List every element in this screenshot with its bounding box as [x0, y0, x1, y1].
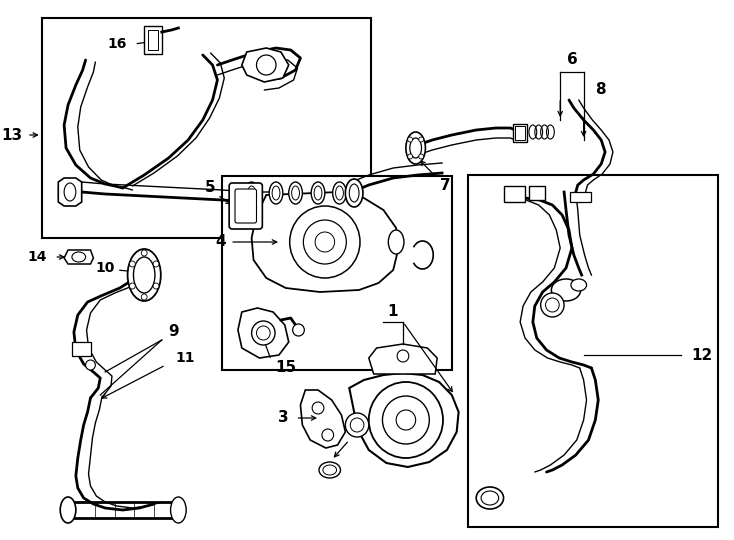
Bar [72, 342, 92, 356]
Ellipse shape [335, 186, 344, 200]
Polygon shape [58, 178, 81, 206]
Text: 10: 10 [95, 261, 115, 275]
Circle shape [290, 206, 360, 278]
Circle shape [407, 154, 413, 159]
Circle shape [418, 154, 424, 159]
Circle shape [141, 294, 147, 300]
Circle shape [129, 283, 135, 289]
Ellipse shape [410, 138, 421, 158]
Text: 2: 2 [352, 424, 363, 440]
Circle shape [153, 261, 159, 267]
Ellipse shape [349, 184, 359, 202]
Ellipse shape [128, 249, 161, 301]
Circle shape [86, 360, 95, 370]
Ellipse shape [406, 132, 426, 164]
Circle shape [541, 293, 564, 317]
Text: 9: 9 [169, 325, 179, 340]
Circle shape [293, 324, 305, 336]
Ellipse shape [571, 279, 586, 291]
Circle shape [397, 350, 409, 362]
Circle shape [303, 220, 346, 264]
Bar [570, 192, 592, 202]
Ellipse shape [272, 186, 280, 200]
Circle shape [407, 137, 413, 142]
Ellipse shape [72, 252, 86, 262]
Ellipse shape [333, 182, 346, 204]
Polygon shape [241, 48, 288, 82]
Polygon shape [349, 373, 459, 467]
Circle shape [382, 396, 429, 444]
Ellipse shape [64, 183, 76, 201]
Bar [148, 30, 158, 50]
Text: 15: 15 [275, 361, 297, 375]
Bar [515, 126, 525, 140]
Ellipse shape [60, 497, 76, 523]
Circle shape [346, 413, 368, 437]
Ellipse shape [551, 279, 581, 301]
Text: 7: 7 [440, 178, 450, 192]
Circle shape [350, 418, 364, 432]
Circle shape [153, 283, 159, 289]
Ellipse shape [314, 186, 322, 200]
Text: 6: 6 [567, 52, 577, 68]
Ellipse shape [244, 182, 258, 204]
Bar [513, 124, 527, 142]
Ellipse shape [170, 497, 186, 523]
Text: 12: 12 [691, 348, 712, 362]
Ellipse shape [60, 497, 76, 523]
Text: 8: 8 [595, 83, 606, 98]
Circle shape [322, 429, 334, 441]
Text: 13: 13 [1, 127, 22, 143]
Text: 4: 4 [215, 234, 225, 249]
Polygon shape [368, 344, 437, 374]
Circle shape [141, 250, 147, 256]
Text: 16: 16 [107, 37, 126, 51]
Bar [529, 186, 545, 200]
FancyBboxPatch shape [235, 189, 256, 223]
Ellipse shape [291, 186, 299, 200]
Bar [504, 186, 525, 202]
Circle shape [315, 232, 335, 252]
Bar [42, 18, 371, 238]
Circle shape [252, 321, 275, 345]
Bar [222, 176, 452, 370]
Ellipse shape [247, 186, 255, 200]
Text: 3: 3 [277, 410, 288, 426]
Ellipse shape [288, 182, 302, 204]
Polygon shape [300, 390, 346, 448]
FancyBboxPatch shape [229, 183, 262, 229]
Ellipse shape [134, 257, 155, 293]
Circle shape [396, 410, 415, 430]
Text: 5: 5 [206, 180, 216, 195]
Polygon shape [238, 308, 288, 358]
Circle shape [312, 402, 324, 414]
Circle shape [256, 326, 270, 340]
Text: 11: 11 [175, 351, 195, 365]
Text: 1: 1 [387, 305, 398, 320]
Circle shape [418, 137, 424, 142]
Ellipse shape [319, 462, 341, 478]
Circle shape [545, 298, 559, 312]
Polygon shape [252, 192, 398, 292]
Circle shape [129, 261, 135, 267]
Ellipse shape [269, 182, 283, 204]
Circle shape [256, 55, 276, 75]
Ellipse shape [388, 230, 404, 254]
Ellipse shape [323, 465, 337, 475]
Polygon shape [64, 250, 93, 264]
Ellipse shape [311, 182, 325, 204]
Ellipse shape [476, 487, 504, 509]
Circle shape [368, 382, 443, 458]
Ellipse shape [481, 491, 498, 505]
Ellipse shape [346, 179, 363, 207]
Text: 14: 14 [27, 250, 46, 264]
Bar [468, 175, 719, 527]
Bar [144, 26, 161, 54]
